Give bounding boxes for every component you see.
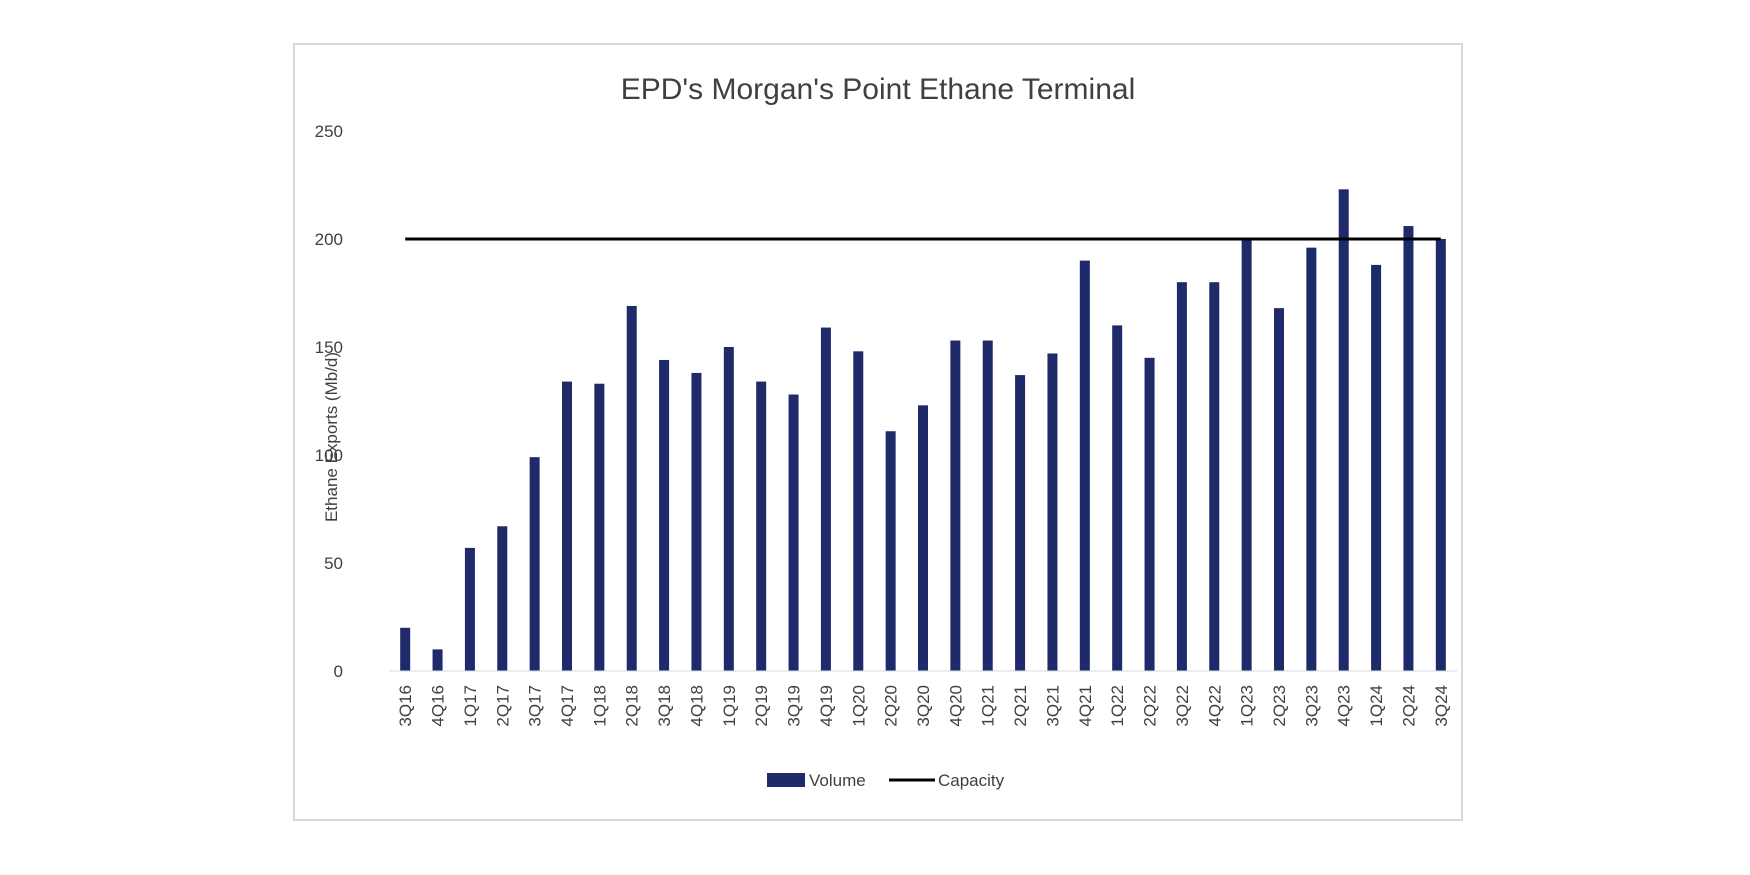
x-tick-label: 3Q17 bbox=[526, 685, 545, 727]
legend: Volume Capacity bbox=[767, 771, 1005, 790]
volume-bar bbox=[1112, 325, 1123, 671]
volume-bar bbox=[497, 526, 508, 671]
x-axis-ticks: 3Q16 4Q16 1Q17 2Q17 3Q17 4Q17 1Q18 2Q18 3Q18 4Q18… bbox=[396, 685, 1451, 727]
x-tick-label: 4Q20 bbox=[946, 685, 965, 727]
volume-bar bbox=[529, 457, 540, 671]
volume-bar bbox=[1241, 239, 1252, 671]
volume-bar bbox=[1209, 282, 1220, 671]
x-tick-label: 3Q21 bbox=[1043, 685, 1062, 727]
volume-bar bbox=[594, 383, 605, 671]
x-tick-label: 3Q16 bbox=[396, 685, 415, 727]
volume-bar bbox=[1274, 308, 1284, 671]
volume-bar bbox=[432, 649, 443, 671]
x-tick-label: 2Q23 bbox=[1270, 685, 1289, 727]
x-tick-label: 2Q24 bbox=[1399, 685, 1418, 727]
x-tick-label: 4Q16 bbox=[429, 685, 448, 727]
volume-bar bbox=[1403, 226, 1414, 672]
x-tick-label: 4Q19 bbox=[817, 685, 836, 727]
y-tick-label: 200 bbox=[315, 230, 343, 249]
volume-bar bbox=[1338, 189, 1349, 671]
y-tick-label: 250 bbox=[315, 122, 343, 141]
volume-bar bbox=[1306, 247, 1317, 671]
x-tick-label: 3Q20 bbox=[914, 685, 933, 727]
x-tick-label: 2Q20 bbox=[882, 685, 901, 727]
volume-bar bbox=[982, 340, 993, 671]
volume-bar bbox=[1047, 353, 1058, 671]
x-tick-label: 2Q18 bbox=[623, 685, 642, 727]
y-tick-label: 100 bbox=[315, 446, 343, 465]
x-tick-label: 1Q21 bbox=[979, 685, 998, 727]
legend-volume-label: Volume bbox=[809, 771, 866, 790]
volume-bar bbox=[1435, 239, 1446, 671]
y-axis-title: Ethane Exports (Mb/d) bbox=[322, 352, 341, 522]
volume-bar bbox=[562, 381, 572, 671]
volume-bar bbox=[918, 405, 928, 671]
x-tick-label: 4Q21 bbox=[1076, 685, 1095, 727]
volume-bar bbox=[788, 394, 799, 671]
x-tick-label: 1Q23 bbox=[1238, 685, 1257, 727]
x-tick-label: 4Q23 bbox=[1335, 685, 1354, 727]
y-tick-label: 0 bbox=[334, 662, 343, 681]
volume-bar bbox=[1371, 264, 1382, 671]
x-tick-label: 3Q23 bbox=[1302, 685, 1321, 727]
chart-title: EPD's Morgan's Point Ethane Terminal bbox=[621, 73, 1135, 106]
x-tick-label: 4Q18 bbox=[687, 685, 706, 727]
volume-bar bbox=[691, 372, 702, 671]
x-tick-label: 1Q17 bbox=[461, 685, 480, 727]
volume-bar bbox=[464, 547, 475, 671]
x-tick-label: 2Q17 bbox=[493, 685, 512, 727]
x-tick-label: 1Q19 bbox=[720, 685, 739, 727]
volume-bar bbox=[885, 431, 896, 671]
x-tick-label: 1Q24 bbox=[1367, 685, 1386, 727]
volume-bar bbox=[756, 381, 767, 671]
x-tick-label: 4Q22 bbox=[1205, 685, 1224, 727]
x-tick-label: 3Q24 bbox=[1432, 685, 1451, 727]
volume-bar bbox=[820, 327, 831, 671]
volume-bar bbox=[1015, 375, 1026, 671]
volume-bar bbox=[1079, 260, 1090, 671]
x-tick-label: 3Q22 bbox=[1173, 685, 1192, 727]
volume-bar bbox=[723, 347, 734, 671]
volume-bar bbox=[400, 627, 411, 671]
volume-bar bbox=[853, 351, 864, 671]
volume-bar bbox=[1176, 282, 1187, 671]
volume-bar bbox=[626, 305, 637, 671]
y-tick-label: 150 bbox=[315, 338, 343, 357]
y-axis-ticks: 0 50 100 150 200 250 bbox=[315, 122, 343, 681]
x-tick-label: 2Q19 bbox=[752, 685, 771, 727]
x-tick-label: 3Q18 bbox=[655, 685, 674, 727]
x-tick-label: 3Q19 bbox=[785, 685, 804, 727]
volume-bar bbox=[1144, 357, 1155, 671]
chart-svg: EPD's Morgan's Point Ethane Terminal Eth… bbox=[315, 73, 1457, 790]
volume-bar bbox=[659, 359, 670, 671]
x-tick-label: 4Q17 bbox=[558, 685, 577, 727]
legend-volume-swatch bbox=[767, 773, 805, 787]
x-tick-label: 1Q18 bbox=[590, 685, 609, 727]
x-tick-label: 2Q22 bbox=[1141, 685, 1160, 727]
legend-capacity-label: Capacity bbox=[938, 771, 1005, 790]
x-tick-label: 2Q21 bbox=[1011, 685, 1030, 727]
volume-bars bbox=[400, 189, 1446, 672]
x-tick-label: 1Q20 bbox=[849, 685, 868, 727]
x-tick-label: 1Q22 bbox=[1108, 685, 1127, 727]
y-tick-label: 50 bbox=[324, 554, 343, 573]
chart-frame: EPD's Morgan's Point Ethane Terminal Eth… bbox=[293, 43, 1463, 821]
volume-bar bbox=[950, 340, 961, 671]
